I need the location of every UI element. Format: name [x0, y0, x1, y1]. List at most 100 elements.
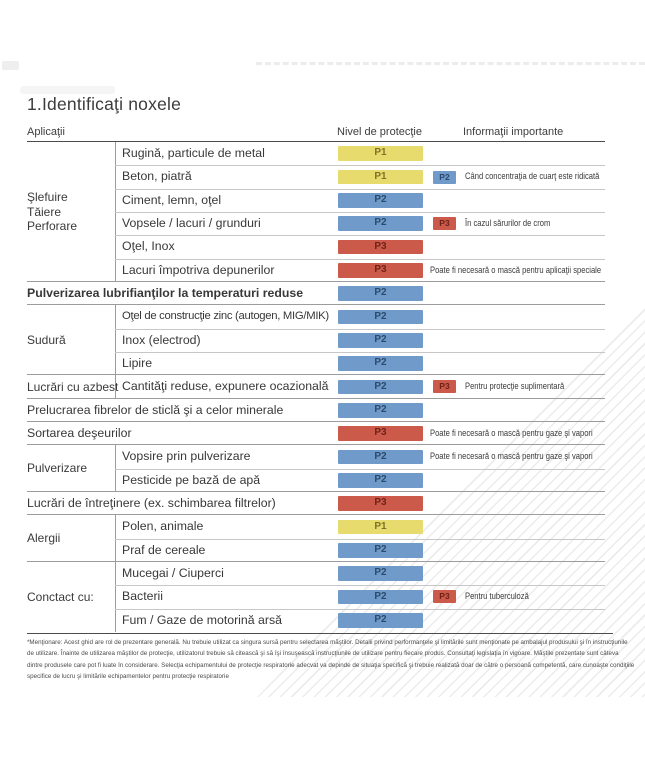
table-row: Fum / Gaze de motorină arsă P2: [27, 608, 605, 632]
protection-badge-p3: P3: [338, 496, 423, 511]
table-row: Polen, animale P1: [27, 515, 605, 538]
row-divider-line: [115, 585, 605, 587]
scan-crop-artifact: [2, 61, 19, 70]
table-section: Şlefuire Tăiere Perforare Rugină, particu…: [27, 142, 605, 282]
page-title: 1.Identificaţi noxele: [27, 94, 182, 114]
table-row: Oţel, Inox P3: [27, 235, 605, 258]
column-header-applications: Aplicaţii: [27, 126, 65, 138]
table-section: Alergii Polen, animale P1 Praf de cereale P2: [27, 515, 605, 562]
protection-badge-p1: P1: [338, 519, 423, 535]
protection-badge-p2: P2: [338, 403, 423, 418]
footnote-line: de utilizare. Înainte de utilizarea măşt…: [27, 650, 619, 658]
group-label: Lucrări cu azbest: [27, 379, 119, 394]
group-label: Sudură: [27, 333, 66, 348]
column-header-protection-level: Nivel de protecţie: [337, 126, 422, 138]
application-label: Rugină, particule de metal: [122, 146, 265, 160]
protection-badge-p3: P3: [338, 263, 423, 278]
table-section: Conctact cu: Mucegai / Ciuperci P2 Bacterii…: [27, 561, 605, 632]
application-label: Pesticide pe bază de apă: [122, 472, 261, 487]
table-row: Vopsire prin pulverizare P2 Poate fi neces…: [27, 445, 605, 468]
row-divider-line: [115, 351, 605, 353]
application-label: Bacterii: [122, 589, 164, 604]
extra-protection-badge-p2: P2: [433, 170, 456, 184]
table-section: Sortarea deşeurilor P3 Poate fi necesară o…: [27, 422, 605, 446]
scan-crop-smudge: [20, 86, 115, 94]
protection-badge-p2: P2: [338, 589, 423, 605]
application-label: Cantităţi reduse, expunere ocazională: [122, 379, 329, 394]
protection-badge-p2: P2: [338, 356, 423, 371]
application-label: Oţel de construcţie zinc (autogen, MIG/M…: [122, 310, 329, 323]
row-divider-line: [115, 235, 605, 237]
application-label: Polen, animale: [122, 519, 204, 534]
protection-badge-p2: P2: [338, 449, 423, 465]
group-label: Şlefuire Tăiere Perforare: [27, 190, 78, 234]
application-label: Lacuri împotriva depunerilor: [122, 262, 275, 277]
info-text: Pentru protecţie suplimentară: [465, 381, 565, 393]
section-divider-line: [27, 444, 605, 446]
row-divider-line: [115, 165, 605, 167]
protection-badge-p2: P2: [338, 472, 423, 488]
group-divider-line: [115, 561, 116, 632]
table-section: Prelucrarea fibrelor de sticlă şi a celo…: [27, 399, 605, 422]
row-divider-line: [115, 538, 605, 540]
application-label: Ciment, lemn, oţel: [122, 192, 222, 207]
table-row: Bacterii P2 P3 Pentru tuberculoză: [27, 585, 605, 608]
group-label: Pulverizare: [27, 461, 88, 476]
protection-badge-p2: P2: [338, 309, 423, 325]
protection-badge-p3: P3: [338, 239, 423, 255]
protection-badge-p2: P2: [338, 612, 423, 628]
section-divider-line: [27, 304, 605, 306]
application-label: Fum / Gaze de motorină arsă: [122, 612, 282, 627]
table-section: Lucrări cu azbest Cantităţi reduse, expun…: [27, 375, 605, 399]
group-divider-line: [115, 305, 116, 376]
protection-badge-p2: P2: [338, 566, 423, 581]
info-text: Când concentraţia de cuarţ este ridicată: [465, 171, 600, 183]
table-row: Cantităţi reduse, expunere ocazională P2 P…: [27, 375, 605, 398]
group-divider-line: [115, 375, 116, 399]
table-section: Pulverizare Vopsire prin pulverizare P2 Poa…: [27, 445, 605, 492]
footnote-line: specifice de lucru şi limitările echipam…: [27, 673, 229, 681]
footnote-divider-line: [27, 632, 613, 635]
row-divider-line: [115, 211, 605, 213]
application-label: Sortarea deşeurilor: [27, 425, 132, 440]
table-section: Pulverizarea lubrifianţilor la temperatu…: [27, 282, 605, 306]
table-row: Lucrări de întreţinere (ex. schimbarea f…: [27, 492, 605, 515]
row-divider-line: [115, 188, 605, 190]
table-section: Lucrări de întreţinere (ex. schimbarea f…: [27, 492, 605, 516]
row-divider-line: [115, 258, 605, 260]
table-row: Prelucrarea fibrelor de sticlă şi a celo…: [27, 399, 605, 422]
footnote: *Menţionare: Acest ghid are rol de preze…: [27, 637, 645, 683]
table-row: Ciment, lemn, oţel P2: [27, 188, 605, 212]
protection-badge-p2: P2: [338, 216, 423, 231]
protection-badge-p2: P2: [338, 286, 423, 301]
section-divider-line: [27, 420, 605, 422]
protection-badge-p1: P1: [338, 146, 423, 161]
protection-badge-p1: P1: [338, 169, 423, 185]
extra-protection-badge-p3: P3: [433, 380, 456, 394]
section-divider-line: [27, 280, 605, 282]
application-label: Inox (electrod): [122, 332, 201, 347]
info-text: Poate fi necesară o mască pentru gaze şi…: [430, 427, 593, 439]
table-row: Pulverizarea lubrifianţilor la temperatu…: [27, 282, 605, 305]
protection-badge-p2: P2: [338, 379, 423, 395]
info-text: Poate fi necesară o mască pentru aplicaţ…: [430, 264, 602, 276]
protection-badge-p3: P3: [338, 426, 423, 441]
application-label: Oţel, Inox: [122, 239, 175, 254]
table-row: Oţel de construcţie zinc (autogen, MIG/M…: [27, 305, 605, 328]
scan-crop-dashes: [256, 62, 645, 65]
info-text: Pentru tuberculoză: [465, 591, 529, 603]
row-divider-line: [115, 468, 605, 470]
table-section: Sudură Oţel de construcţie zinc (autogen,…: [27, 305, 605, 376]
table-row: Lipire P2: [27, 351, 605, 375]
extra-protection-badge-p3: P3: [433, 590, 456, 604]
section-divider-line: [27, 374, 605, 376]
application-label: Lucrări de întreţinere (ex. schimbarea f…: [27, 495, 276, 510]
row-divider-line: [115, 328, 605, 330]
section-divider-line: [27, 514, 605, 516]
protection-badge-p2: P2: [338, 193, 423, 208]
application-label: Praf de cereale: [122, 542, 206, 557]
table-row: Praf de cereale P2: [27, 538, 605, 562]
info-text: În cazul sărurilor de crom: [465, 217, 551, 229]
table-row: Rugină, particule de metal P1: [27, 142, 605, 165]
